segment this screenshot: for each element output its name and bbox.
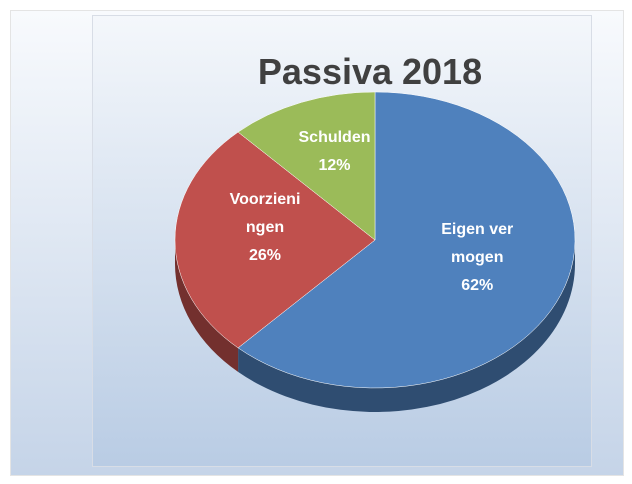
slice (237, 91, 376, 241)
data-label: Eigen vermogen 62% (437, 216, 517, 300)
slice-name: Eigen vermogen (441, 220, 514, 266)
slice (237, 91, 576, 389)
slice-side (238, 240, 575, 413)
data-label: Schulden 12% (298, 124, 370, 180)
slice-value: 26% (248, 247, 282, 264)
chart-title: Passiva 2018 (257, 51, 483, 92)
slice (174, 131, 376, 349)
slice-value: 12% (318, 157, 351, 175)
slice-name: Voorzieningen (229, 191, 301, 236)
slice-name: Schulden (298, 129, 371, 147)
slice-value: 62% (461, 276, 494, 294)
data-label: Voorzieningen 26% (225, 186, 305, 270)
slice-side (175, 240, 239, 372)
